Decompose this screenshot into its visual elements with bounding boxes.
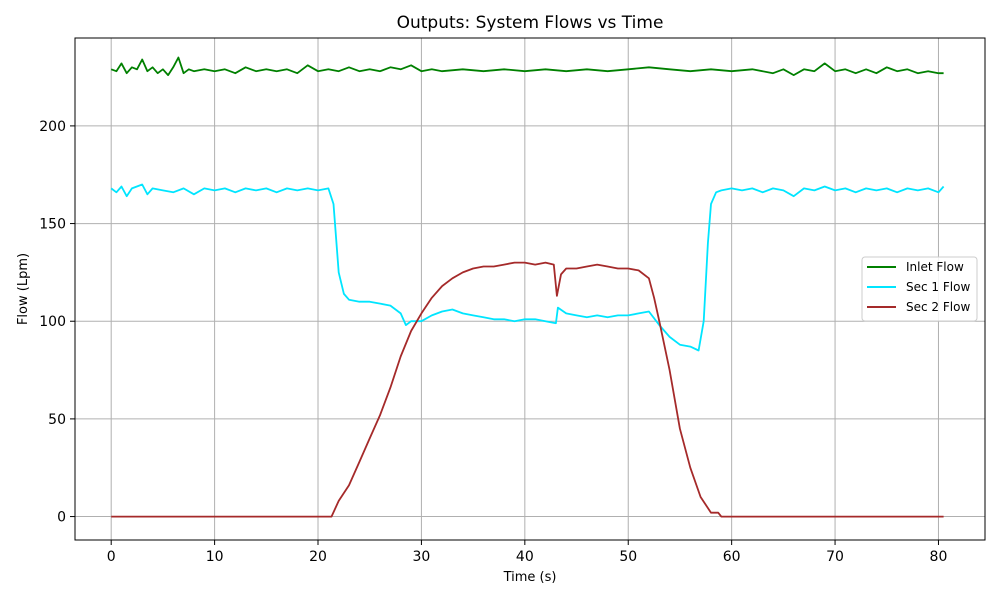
x-tick-label: 50 bbox=[619, 549, 637, 565]
chart-title: Outputs: System Flows vs Time bbox=[397, 13, 664, 33]
x-tick-label: 40 bbox=[516, 549, 534, 565]
x-tick-label: 10 bbox=[206, 549, 224, 565]
series-line-inlet-flow bbox=[110, 56, 944, 76]
x-tick-label: 70 bbox=[826, 549, 844, 565]
x-tick-label: 20 bbox=[309, 549, 327, 565]
y-tick-label: 50 bbox=[48, 412, 66, 428]
series-line-sec-2-flow bbox=[111, 261, 944, 518]
series-line-sec-1-flow bbox=[110, 183, 945, 352]
legend-box bbox=[861, 256, 978, 322]
x-axis-label: Time (s) bbox=[503, 570, 557, 585]
x-tick-label: 60 bbox=[723, 549, 741, 565]
legend-label-inlet-flow: Inlet Flow bbox=[906, 260, 964, 274]
legend: Inlet Flow Sec 1 Flow Sec 2 Flow bbox=[861, 256, 978, 322]
y-tick-label: 150 bbox=[39, 217, 66, 233]
y-axis-label: Flow (Lpm) bbox=[16, 253, 31, 325]
x-tick-label: 80 bbox=[930, 549, 948, 565]
y-tick-label: 100 bbox=[39, 314, 66, 330]
x-tick-label: 30 bbox=[413, 549, 431, 565]
grid bbox=[75, 38, 985, 540]
y-tick-label: 0 bbox=[57, 510, 66, 526]
legend-label-sec-1-flow: Sec 1 Flow bbox=[906, 280, 970, 294]
series-layer bbox=[110, 56, 945, 518]
legend-label-sec-2-flow: Sec 2 Flow bbox=[906, 300, 970, 314]
x-tick-label: 0 bbox=[107, 549, 116, 565]
y-tick-label: 200 bbox=[39, 119, 66, 135]
plot-frame bbox=[74, 37, 986, 541]
ticks: 0 10 20 30 40 50 60 70 80 0 50 100 150 200 bbox=[39, 119, 947, 565]
